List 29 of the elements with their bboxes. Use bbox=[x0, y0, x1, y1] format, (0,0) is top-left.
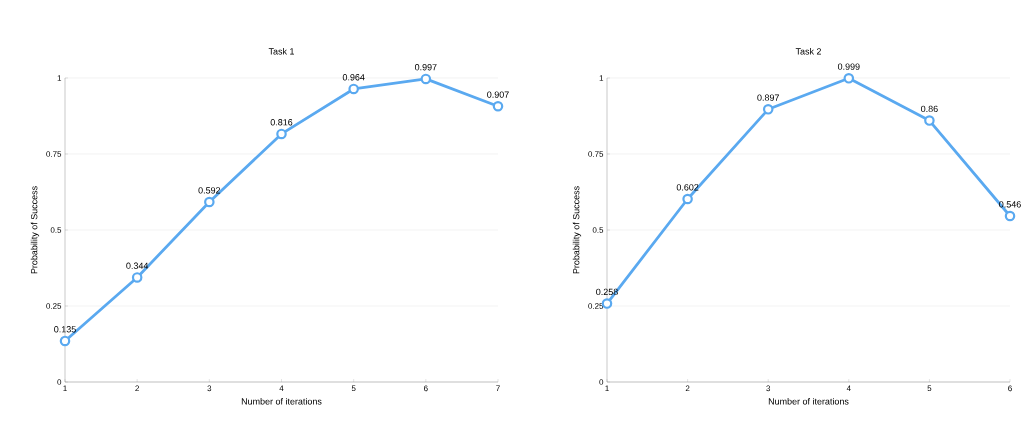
y-axis-title: Probability of Success bbox=[30, 186, 40, 274]
data-label: 0.344 bbox=[126, 262, 149, 269]
point bbox=[1004, 210, 1016, 222]
point bbox=[131, 272, 143, 283]
data-label: 0.816 bbox=[270, 119, 293, 126]
point bbox=[601, 298, 613, 309]
data-label: 0.997 bbox=[414, 64, 437, 71]
data-label: 0.897 bbox=[757, 94, 779, 101]
data-label: 0.907 bbox=[487, 91, 509, 98]
data-label: 0.964 bbox=[342, 74, 365, 81]
data-label: 0.592 bbox=[198, 187, 221, 194]
point bbox=[682, 193, 693, 205]
point bbox=[276, 128, 287, 140]
point bbox=[204, 196, 215, 208]
data-label: 0.999 bbox=[837, 63, 860, 70]
point bbox=[348, 83, 359, 95]
point bbox=[59, 335, 71, 347]
y-axis-title: Probability of Success bbox=[572, 186, 582, 274]
chart-title: Task 1 bbox=[268, 47, 295, 55]
data-label: 0.86 bbox=[921, 105, 938, 113]
point bbox=[843, 73, 855, 84]
point bbox=[420, 73, 432, 85]
x-axis-title: Number of iterations bbox=[768, 398, 849, 405]
x-axis-title: Number of iterations bbox=[241, 398, 322, 405]
point bbox=[492, 100, 504, 112]
chart-title: Task 2 bbox=[795, 47, 821, 55]
point bbox=[924, 115, 935, 126]
point bbox=[762, 104, 774, 115]
data-label: 0.135 bbox=[54, 326, 76, 333]
